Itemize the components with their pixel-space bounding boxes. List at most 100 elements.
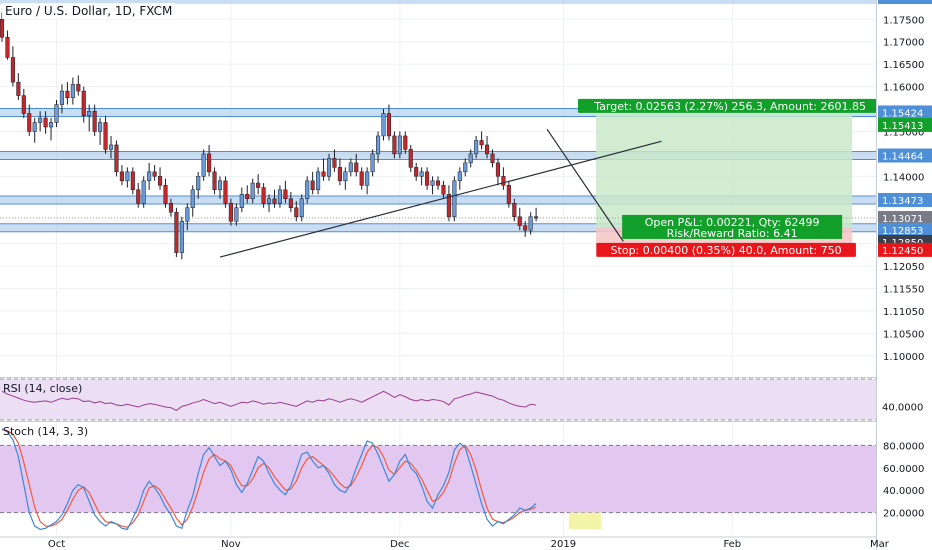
candle[interactable] xyxy=(381,113,386,137)
candle[interactable] xyxy=(474,140,479,155)
candle[interactable] xyxy=(119,171,124,182)
candle[interactable] xyxy=(65,90,70,99)
candle[interactable] xyxy=(212,171,217,191)
candle[interactable] xyxy=(277,189,282,204)
candle[interactable] xyxy=(392,135,397,155)
candle[interactable] xyxy=(425,171,430,186)
candle[interactable] xyxy=(43,117,48,128)
candle[interactable] xyxy=(517,216,522,226)
candle[interactable] xyxy=(152,171,157,177)
candle[interactable] xyxy=(21,95,26,114)
candle[interactable] xyxy=(414,167,419,177)
candle[interactable] xyxy=(0,19,5,38)
candle[interactable] xyxy=(288,198,293,208)
candle[interactable] xyxy=(463,162,468,173)
candle[interactable] xyxy=(10,57,15,83)
candle[interactable] xyxy=(38,117,43,123)
target-area[interactable] xyxy=(596,112,853,228)
candle[interactable] xyxy=(228,203,233,222)
candle[interactable] xyxy=(250,182,255,200)
candle[interactable] xyxy=(81,90,86,117)
candle[interactable] xyxy=(87,111,92,117)
candle[interactable] xyxy=(27,113,32,132)
candle[interactable] xyxy=(468,153,473,164)
candle[interactable] xyxy=(201,153,206,177)
falling-resistance-trendline[interactable] xyxy=(546,128,624,242)
target-label[interactable]: Target: 0.02563 (2.27%) 256.3, Amount: 2… xyxy=(577,98,883,113)
candle[interactable] xyxy=(49,122,54,128)
support-resistance-zone[interactable] xyxy=(0,223,876,232)
candle[interactable] xyxy=(223,180,228,204)
candle[interactable] xyxy=(261,187,266,204)
candle[interactable] xyxy=(190,189,195,208)
candle[interactable] xyxy=(59,90,65,105)
candle[interactable] xyxy=(419,171,424,177)
candle[interactable] xyxy=(435,180,441,186)
candle[interactable] xyxy=(376,135,381,155)
candle[interactable] xyxy=(136,189,141,204)
candle[interactable] xyxy=(207,153,212,173)
candle[interactable] xyxy=(337,167,342,182)
candle[interactable] xyxy=(343,171,348,182)
candle[interactable] xyxy=(179,220,184,253)
candle[interactable] xyxy=(185,207,190,222)
candle[interactable] xyxy=(103,122,108,150)
candle[interactable] xyxy=(534,216,539,219)
candle[interactable] xyxy=(217,180,223,191)
candle[interactable] xyxy=(506,185,511,204)
candle[interactable] xyxy=(479,140,484,146)
candle[interactable] xyxy=(359,171,364,186)
candle[interactable] xyxy=(332,158,337,168)
candle[interactable] xyxy=(310,180,315,191)
support-resistance-zone[interactable] xyxy=(0,151,876,160)
candle[interactable] xyxy=(5,36,10,58)
candle[interactable] xyxy=(501,176,506,186)
candle[interactable] xyxy=(326,158,332,177)
candle[interactable] xyxy=(452,180,457,217)
candle[interactable] xyxy=(485,144,490,155)
candle[interactable] xyxy=(397,135,402,155)
candle[interactable] xyxy=(316,171,321,191)
candle[interactable] xyxy=(141,180,146,204)
candle[interactable] xyxy=(403,135,408,150)
candle[interactable] xyxy=(294,207,299,217)
candle[interactable] xyxy=(114,144,119,173)
candle[interactable] xyxy=(163,185,168,204)
candle[interactable] xyxy=(267,198,272,204)
candle[interactable] xyxy=(354,162,359,173)
rsi-line[interactable] xyxy=(1,390,537,412)
price-pane[interactable]: Target: 0.02563 (2.27%) 256.3, Amount: 2… xyxy=(0,0,932,535)
candle[interactable] xyxy=(98,122,103,132)
candle[interactable] xyxy=(528,216,533,231)
candle[interactable] xyxy=(174,211,179,253)
candle[interactable] xyxy=(272,198,277,204)
candle[interactable] xyxy=(70,84,75,99)
candle[interactable] xyxy=(125,171,130,182)
candle[interactable] xyxy=(305,180,310,200)
candle[interactable] xyxy=(370,153,375,173)
stoch-k-line[interactable] xyxy=(1,428,537,531)
candle[interactable] xyxy=(147,171,152,182)
candle[interactable] xyxy=(283,189,288,200)
candle[interactable] xyxy=(386,113,391,137)
candle[interactable] xyxy=(446,194,451,217)
stop-label[interactable]: Stop: 0.00400 (0.35%) 40.0, Amount: 750 xyxy=(596,242,856,257)
candle[interactable] xyxy=(158,176,163,186)
candle[interactable] xyxy=(495,162,500,177)
candle[interactable] xyxy=(168,203,173,213)
candle[interactable] xyxy=(196,176,201,191)
candle[interactable] xyxy=(54,104,59,123)
candle[interactable] xyxy=(408,149,413,168)
support-resistance-zone[interactable] xyxy=(0,108,876,117)
candle[interactable] xyxy=(130,171,135,191)
candle[interactable] xyxy=(234,207,239,222)
support-resistance-zone[interactable] xyxy=(0,0,876,4)
candle[interactable] xyxy=(321,171,326,177)
open-pl-label[interactable]: Open P&L: 0.00221, Qty: 62499Risk/Reward… xyxy=(622,214,843,240)
price-axis[interactable]: 1.100001.105001.110501.115501.120501.125… xyxy=(876,0,932,550)
candle[interactable] xyxy=(16,81,21,96)
candle[interactable] xyxy=(441,185,446,195)
rsi-pane[interactable] xyxy=(0,378,876,421)
